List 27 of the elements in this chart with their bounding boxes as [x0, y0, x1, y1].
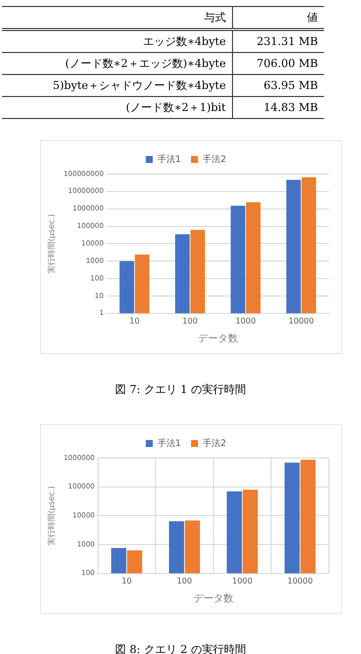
x-tick-label: 10000 — [288, 316, 314, 326]
x-tick-label: 100 — [176, 576, 192, 586]
text: 5)byte＋シャドウノード数∗4byte — [2, 74, 232, 96]
x-axis-title: データ数 — [198, 334, 238, 345]
legend-label: 手法2 — [202, 438, 226, 449]
text: 値 — [306, 10, 319, 26]
x-tick-label: 100 — [182, 316, 198, 326]
x-tick-label: 10 — [122, 576, 132, 586]
text: (ノード数∗2＋1)bit — [2, 96, 232, 118]
text: エッジ数∗4byte — [2, 30, 232, 52]
text: 231.31 MB — [256, 34, 319, 50]
legend-label: 手法1 — [157, 154, 182, 165]
text: (ノード数∗2＋エッジ数)∗4byte — [2, 52, 232, 74]
caption: 図 7: クエリ 1 の実行時間 — [114, 382, 247, 397]
text: 706.00 MB — [256, 56, 319, 72]
x-tick-label: 10 — [129, 316, 140, 326]
y-axis-title: 実行時間(μsec.) — [46, 486, 56, 546]
x-tick-label: 1000 — [235, 316, 256, 326]
text: 63.95 MB — [262, 78, 319, 94]
text: 与式 — [2, 6, 232, 30]
y-axis-title: 実行時間(μsec.) — [46, 214, 56, 274]
x-tick-label: 1000 — [232, 576, 252, 586]
x-tick-label: 10000 — [287, 576, 313, 586]
x-axis-title: データ数 — [193, 594, 234, 605]
text: 14.83 MB — [262, 100, 319, 116]
legend-label: 手法1 — [157, 438, 182, 449]
legend-label: 手法2 — [202, 154, 226, 165]
